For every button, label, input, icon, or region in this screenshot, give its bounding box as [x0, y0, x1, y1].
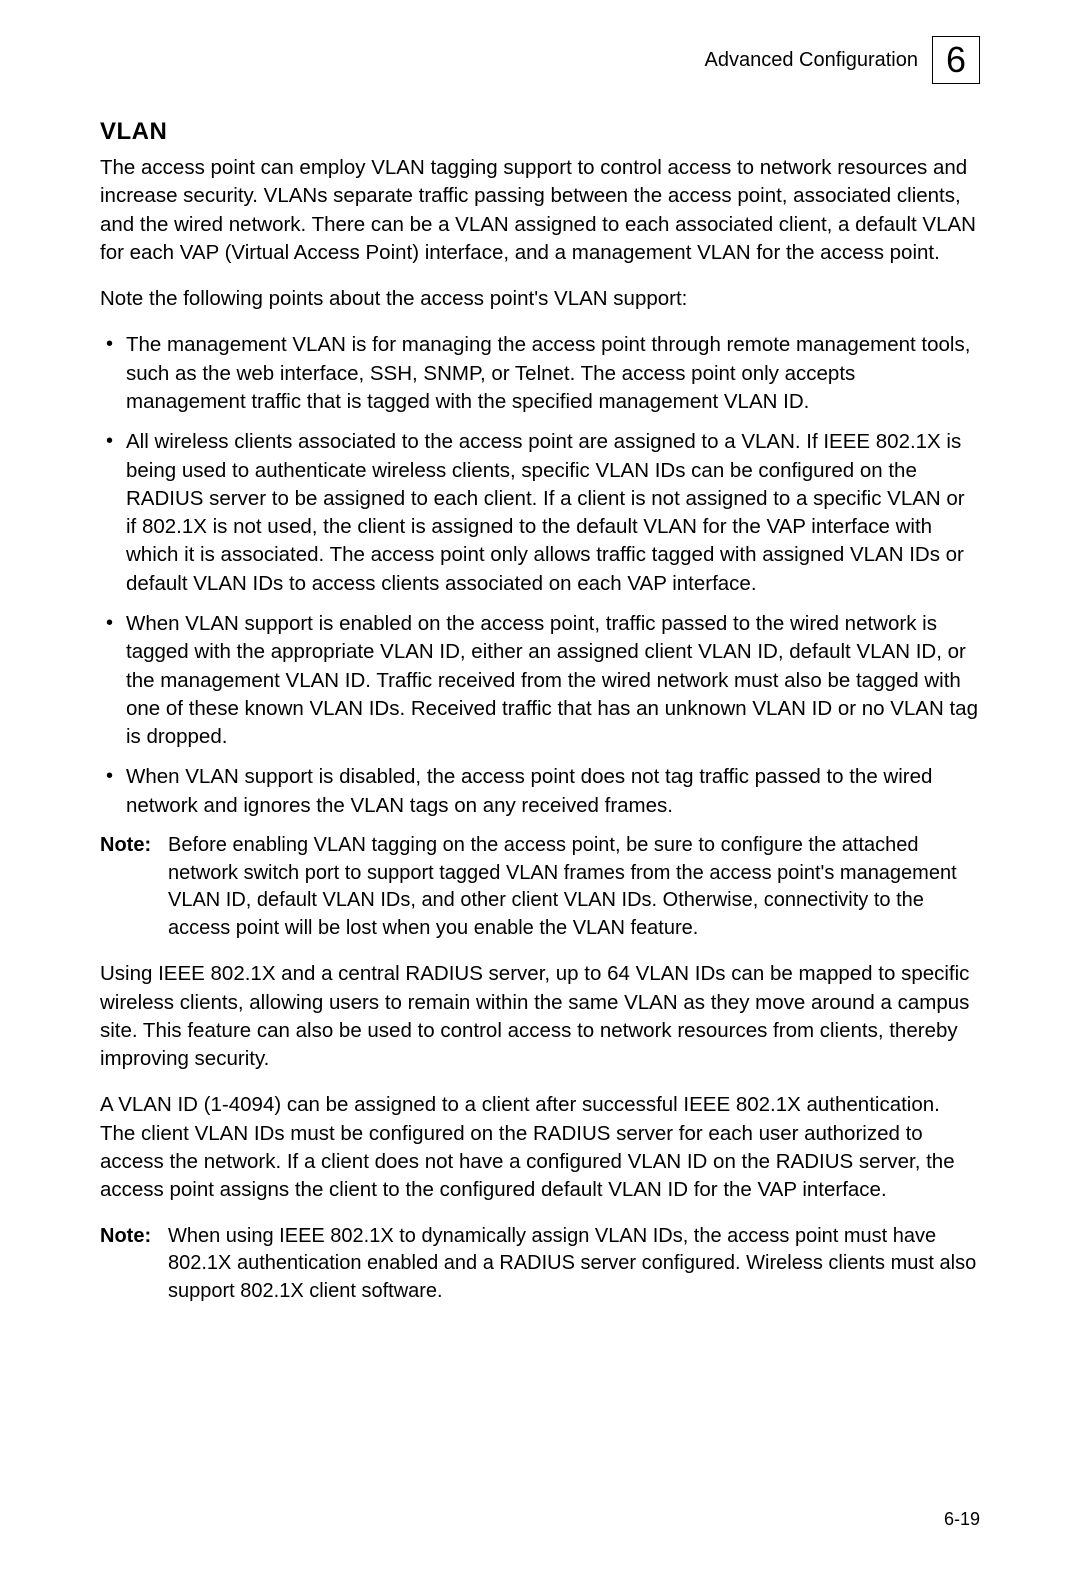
lead-in-paragraph: Note the following points about the acce…: [100, 285, 980, 313]
note-label: Note:: [100, 1223, 168, 1306]
bullet-list: The management VLAN is for managing the …: [100, 331, 980, 820]
note-text: When using IEEE 802.1X to dynamically as…: [168, 1223, 980, 1306]
chapter-number-badge: 6: [932, 36, 980, 84]
list-item: The management VLAN is for managing the …: [100, 331, 980, 416]
note-block: Note: When using IEEE 802.1X to dynamica…: [100, 1223, 980, 1306]
body-paragraph: Using IEEE 802.1X and a central RADIUS s…: [100, 960, 980, 1073]
list-item: When VLAN support is disabled, the acces…: [100, 763, 980, 820]
note-label: Note:: [100, 832, 168, 942]
breadcrumb: Advanced Configuration: [705, 49, 918, 72]
note-text: Before enabling VLAN tagging on the acce…: [168, 832, 980, 942]
document-page: Advanced Configuration 6 VLAN The access…: [0, 0, 1080, 1570]
body-paragraph: A VLAN ID (1-4094) can be assigned to a …: [100, 1091, 980, 1204]
note-block: Note: Before enabling VLAN tagging on th…: [100, 832, 980, 942]
intro-paragraph: The access point can employ VLAN tagging…: [100, 154, 980, 267]
section-title: VLAN: [100, 118, 980, 146]
list-item: All wireless clients associated to the a…: [100, 428, 980, 598]
page-number: 6-19: [944, 1509, 980, 1530]
list-item: When VLAN support is enabled on the acce…: [100, 610, 980, 751]
page-header: Advanced Configuration 6: [100, 36, 980, 84]
